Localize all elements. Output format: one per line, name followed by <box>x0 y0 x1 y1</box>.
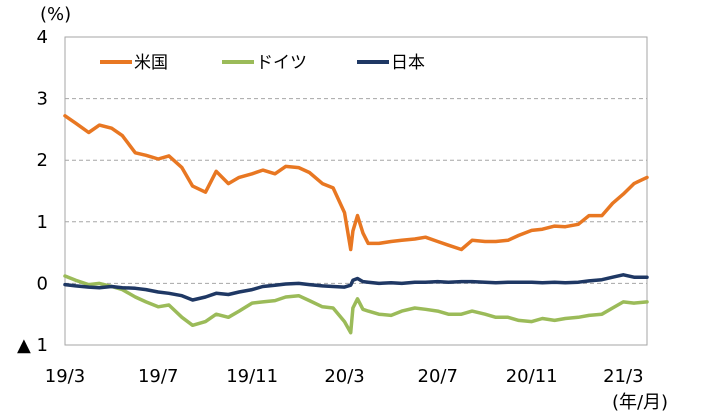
series-line-0 <box>63 114 649 252</box>
plot-area-frame <box>64 36 648 346</box>
y-tick-label: 2 <box>37 150 48 171</box>
legend-label: 米国 <box>134 53 168 73</box>
y-axis-tick-labels: 4 3 2 1 0 ▲ 1 <box>17 27 48 356</box>
y-tick-label: 1 <box>37 212 48 233</box>
gridlines <box>65 98 647 284</box>
x-tick-label: 20/11 <box>506 366 558 387</box>
x-tick-label: 21/3 <box>603 366 643 387</box>
y-tick-label: ▲ 1 <box>17 335 48 356</box>
legend-label: ドイツ <box>256 53 307 73</box>
x-axis-tick-labels: 19/3 19/7 19/11 20/3 20/7 20/11 21/3 <box>45 366 644 387</box>
y-tick-label: 4 <box>37 27 48 48</box>
series-line-1 <box>63 274 649 335</box>
legend-label: 日本 <box>391 53 425 73</box>
y-tick-label: 3 <box>37 89 48 110</box>
x-tick-label: 19/3 <box>45 366 85 387</box>
series-lines <box>63 114 649 335</box>
legend: 米国 ドイツ 日本 <box>100 53 425 73</box>
y-tick-label: 0 <box>37 273 48 294</box>
x-tick-label: 19/11 <box>226 366 278 387</box>
x-axis-unit-label: (年/月) <box>612 392 668 413</box>
x-tick-label: 20/7 <box>418 366 458 387</box>
x-tick-label: 19/7 <box>138 366 178 387</box>
series-line-2 <box>63 273 649 302</box>
y-axis-unit-label: (%) <box>40 4 71 25</box>
x-tick-label: 20/3 <box>324 366 364 387</box>
